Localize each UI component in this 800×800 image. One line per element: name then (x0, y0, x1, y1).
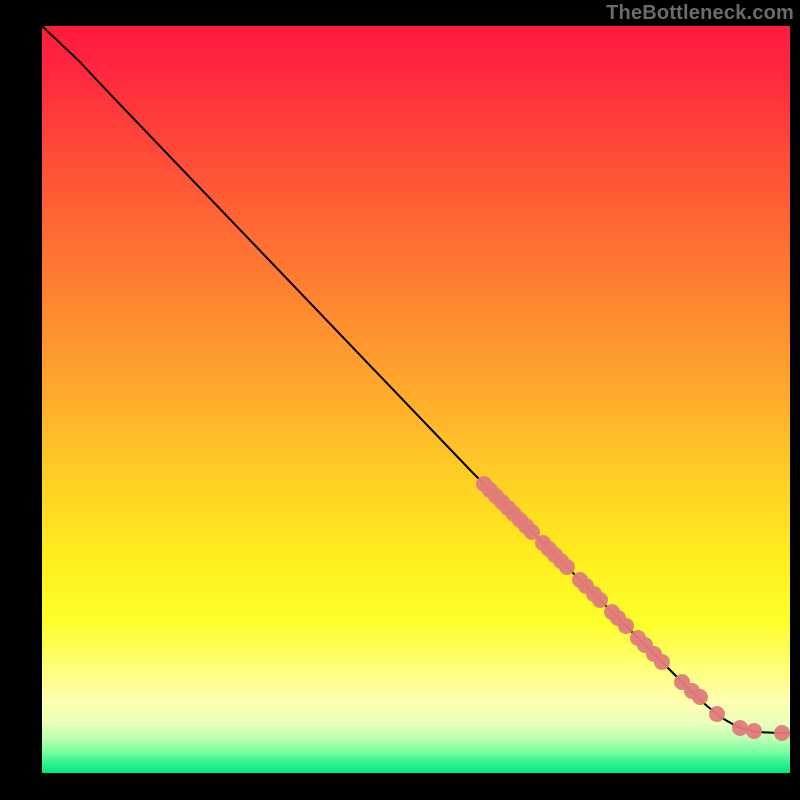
bottleneck-curve (42, 26, 790, 733)
data-point (654, 654, 670, 670)
data-point (559, 559, 575, 575)
data-point (774, 725, 790, 741)
curve-layer (0, 0, 800, 800)
data-point (692, 689, 708, 705)
data-point (746, 723, 762, 739)
chart-frame: TheBottleneck.com (0, 0, 800, 800)
watermark-text: TheBottleneck.com (606, 2, 794, 25)
data-point (592, 592, 608, 608)
data-point (709, 706, 725, 722)
plot-area (42, 26, 790, 773)
data-point (732, 720, 748, 736)
data-point (618, 618, 634, 634)
